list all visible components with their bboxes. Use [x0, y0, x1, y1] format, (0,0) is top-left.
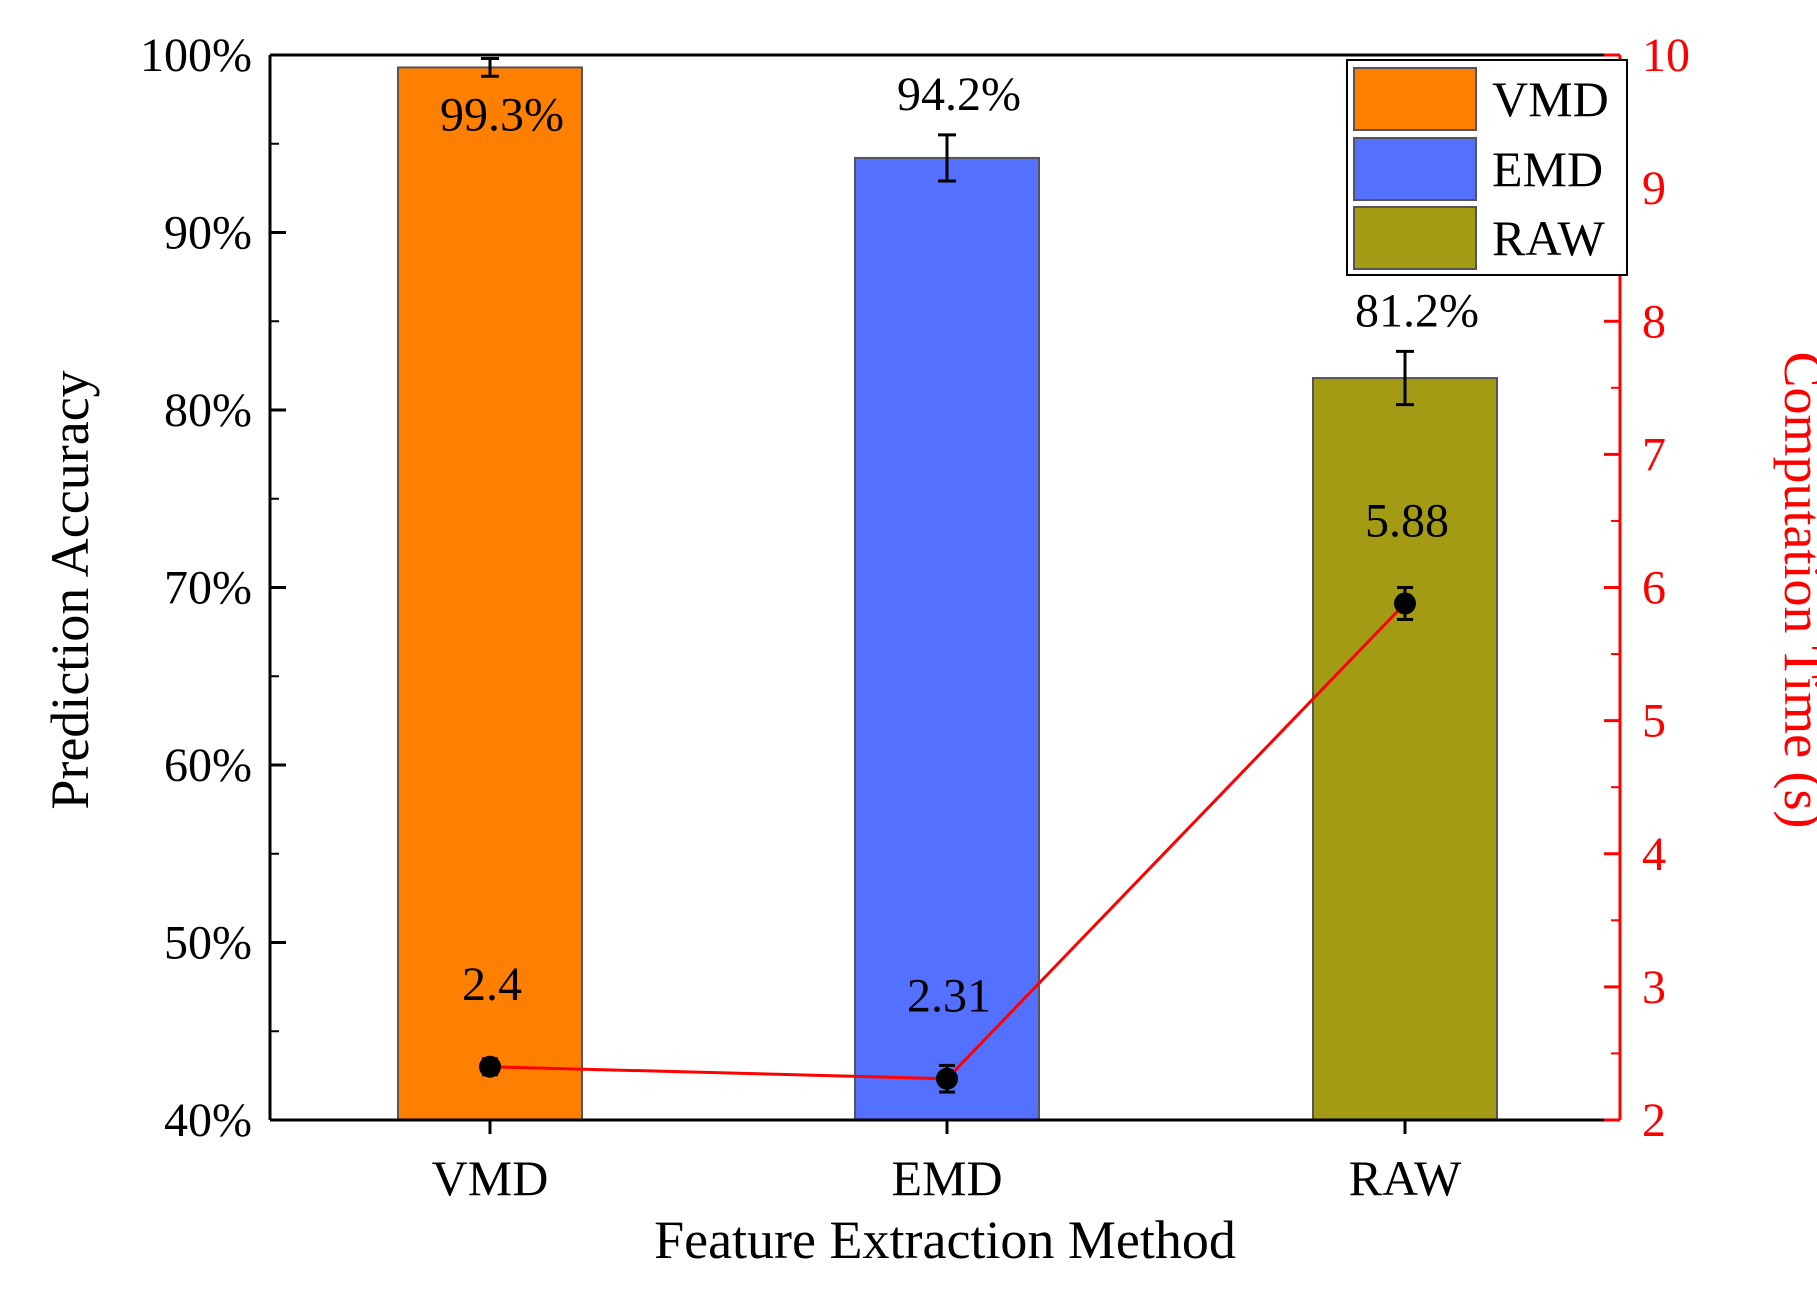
right-tick-label: 6 [1642, 562, 1666, 615]
left-tick-label: 70% [164, 562, 252, 615]
right-tick-label: 9 [1642, 162, 1666, 215]
right-tick-label: 2 [1642, 1094, 1666, 1147]
time-line-group: 2.4 2.31 5.88 [462, 494, 1449, 1094]
left-tick-label: 80% [164, 384, 252, 437]
left-tick-label: 100% [140, 29, 252, 82]
x-tick-label: VMD [432, 1150, 549, 1206]
x-tick-label: RAW [1349, 1150, 1462, 1206]
left-tick-label: 60% [164, 739, 252, 792]
x-tick-label: EMD [891, 1150, 1002, 1206]
left-tick-label: 90% [164, 207, 252, 260]
x-axis-title: Feature Extraction Method [654, 1210, 1236, 1270]
legend-label-emd: EMD [1492, 141, 1603, 197]
right-tick-label: 3 [1642, 961, 1666, 1014]
legend-swatch-vmd [1353, 67, 1477, 131]
left-tick-label: 50% [164, 917, 252, 970]
right-axis-title: Computation Time (s) [1773, 351, 1817, 828]
legend-label-raw: RAW [1492, 210, 1605, 266]
time-label-raw: 5.88 [1365, 494, 1449, 547]
left-axis-title: Prediction Accuracy [40, 370, 100, 809]
accuracy-label-raw: 81.2% [1355, 284, 1479, 337]
left-tick-label: 40% [164, 1094, 252, 1147]
legend-swatch-raw [1353, 206, 1477, 270]
right-tick-label: 10 [1642, 29, 1690, 82]
right-tick-label: 7 [1642, 428, 1666, 481]
bars-group: 99.3% 94.2% 81.2% [397, 57, 1498, 1121]
legend-label-vmd: VMD [1492, 71, 1609, 127]
legend: VMD EMD RAW [1346, 59, 1628, 276]
bar-raw [1312, 377, 1498, 1121]
right-tick-label: 8 [1642, 295, 1666, 348]
time-label-vmd: 2.4 [462, 958, 522, 1011]
right-tick-label: 5 [1642, 695, 1666, 748]
left-axis-ticks: 40% 50% 60% 70% 80% 90% 100% [140, 29, 286, 1147]
legend-swatch-emd [1353, 137, 1477, 201]
right-axis-ticks: 2 3 4 5 6 7 8 9 10 [1604, 29, 1690, 1147]
accuracy-label-emd: 94.2% [897, 68, 1021, 121]
accuracy-label-vmd: 99.3% [440, 88, 564, 141]
time-point-emd [936, 1067, 958, 1090]
time-point-raw [1394, 592, 1416, 615]
right-tick-label: 4 [1642, 828, 1666, 881]
time-point-vmd [479, 1055, 501, 1078]
x-axis-ticks: VMD EMD RAW [432, 1120, 1462, 1206]
time-label-emd: 2.31 [907, 970, 991, 1023]
